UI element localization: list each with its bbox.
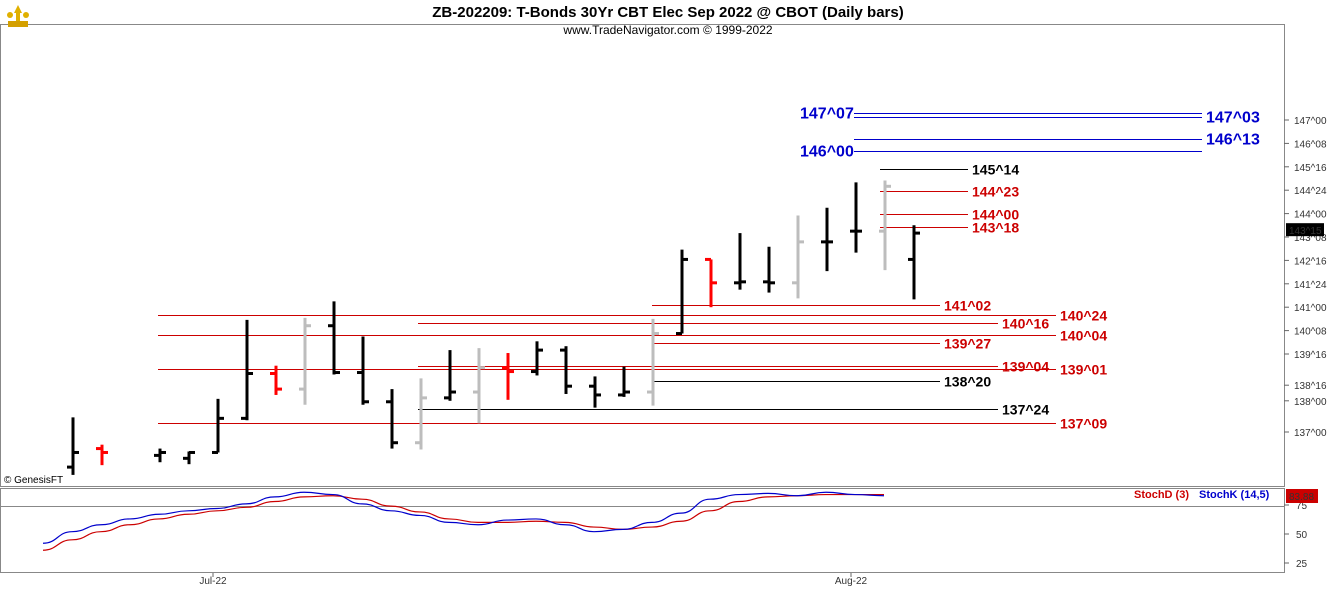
ohlc-bar [792,215,804,299]
stoch-tick-label: 25 [1296,559,1308,570]
level-label-138-20: 138^20 [944,374,991,390]
level-label-147-03: 147^03 [1206,110,1260,127]
ohlc-bar [589,376,601,408]
ohlc-bar [328,301,340,375]
level-label-144-23: 144^23 [972,184,1019,200]
price-tick-label: 147^00 [1294,116,1327,127]
stochastic-panel: 25 50 75 StochD (3) StochK (14,5) 83.88 [42,489,1318,570]
level-label-144-00: 144^00 [972,207,1019,223]
ohlc-bar [444,350,456,401]
level-label-139-04: 139^04 [1002,359,1049,375]
ohlc-bar [763,246,775,293]
level-label-147-07: 147^07 [800,106,854,123]
last-price-box [1286,223,1324,237]
price-tick-label: 143^08 [1294,233,1327,244]
ohlc-bar [270,365,282,395]
stoch-tick-label: 50 [1296,530,1308,541]
level-label-143-18: 143^18 [972,220,1019,236]
level-label-139-01: 139^01 [1060,362,1107,378]
ohlc-bar [705,257,717,308]
x-tick-label: Jul-22 [199,576,227,587]
levels-layer: 147^07 147^03 146^13 146^00 145^14 144^23 144^… [158,106,1260,432]
ohlc-bar [879,180,891,271]
ohlc-bar [908,225,920,300]
price-panel-frame [0,24,1285,487]
ohlc-bar [647,318,659,406]
stoch-d-line [42,493,884,551]
ohlc-bar [357,336,369,405]
ohlc-bar [676,249,688,336]
ohlc-bar [212,398,224,454]
stoch-k-line [42,491,885,544]
ohlc-bar [821,207,833,272]
price-tick-label: 139^16 [1294,350,1327,361]
price-tick-label: 142^16 [1294,256,1327,267]
price-tick-label: 146^08 [1294,139,1327,150]
ohlc-bar [67,417,79,475]
level-label-137-09: 137^09 [1060,416,1107,432]
stoch-k-legend: StochK (14,5) [1199,489,1270,501]
ohlc-bar [850,182,862,253]
level-label-137-24: 137^24 [1002,402,1049,418]
chart-subtitle: www.TradeNavigator.com © 1999-2022 [562,23,772,37]
price-tick-label: 140^08 [1294,327,1327,338]
price-tick-label: 138^00 [1294,397,1327,408]
level-label-140-04: 140^04 [1060,328,1107,344]
ohlc-bar [96,444,108,466]
ohlc-bar [618,366,630,397]
x-axis: Jul-22 Aug-22 [199,573,868,587]
level-label-140-16: 140^16 [1002,316,1049,332]
stoch-last-box [1286,489,1318,503]
stoch-panel-frame [0,488,1285,573]
level-label-146-00: 146^00 [800,144,854,161]
ohlc-bar [386,389,398,449]
ohlc-bar [734,233,746,290]
ohlc-bar [560,346,572,394]
ohlc-bar [183,450,195,465]
price-tick-label: 141^24 [1294,280,1327,291]
ohlc-bar [473,348,485,424]
price-tick-label: 137^00 [1294,428,1327,439]
last-price-label: 143^15 [1289,226,1322,237]
level-label-145-14: 145^14 [972,162,1019,178]
level-label-139-27: 139^27 [944,336,991,352]
level-label-146-13: 146^13 [1206,132,1260,149]
ohlc-bar [154,448,166,463]
genesis-watermark: © GenesisFT [4,475,63,486]
price-axis: 137^00 138^00 138^16 139^16 140^08 141^00 141^… [1284,116,1327,439]
x-tick-label: Aug-22 [835,576,868,587]
ohlc-bar [502,353,514,400]
stoch-tick-label: 75 [1296,501,1308,512]
ohlc-bar [299,317,311,405]
level-label-140-24: 140^24 [1060,308,1107,324]
ohlc-bar [531,341,543,376]
price-tick-label: 144^24 [1294,186,1327,197]
price-tick-label: 145^16 [1294,163,1327,174]
stoch-last-value: 83.88 [1289,492,1314,503]
chart-title: ZB-202209: T-Bonds 30Yr CBT Elec Sep 202… [432,4,903,21]
level-label-141-02: 141^02 [944,298,991,314]
ohlc-bar [241,319,253,421]
stoch-d-legend: StochD (3) [1134,489,1189,501]
price-tick-label: 138^16 [1294,381,1327,392]
bars-layer [67,180,920,475]
ohlc-bar [415,378,427,450]
trade-navigator-logo-icon [7,5,29,27]
price-tick-label: 144^00 [1294,210,1327,221]
price-tick-label: 141^00 [1294,303,1327,314]
